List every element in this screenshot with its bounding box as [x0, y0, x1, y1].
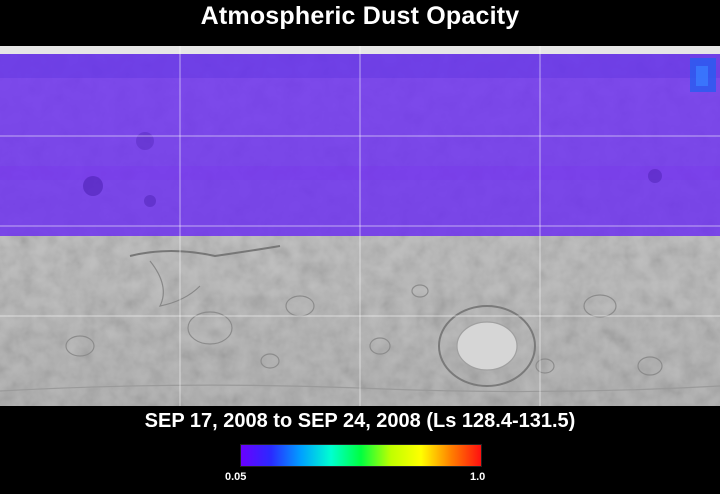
- southern-terrain-features: [0, 245, 720, 393]
- olympus-mons: [83, 176, 103, 196]
- crater-6: [65, 335, 95, 357]
- crater-8: [411, 284, 429, 298]
- colorbar-min-label: 0.05: [225, 471, 247, 483]
- crater-9: [535, 358, 555, 374]
- elysium-mons: [648, 169, 662, 183]
- overlay-high-opacity-core: [696, 66, 708, 86]
- crater-3: [369, 337, 391, 355]
- crater-4: [583, 294, 617, 318]
- crater-1: [187, 311, 233, 345]
- hellas-floor: [456, 321, 518, 371]
- colorbar-max-label: 1.0: [470, 471, 486, 483]
- crater-5: [637, 356, 663, 376]
- map-grid: [0, 46, 720, 406]
- date-range-label: SEP 17, 2008 to SEP 24, 2008 (Ls 128.4-1…: [144, 410, 576, 432]
- valles-marineris: [129, 245, 281, 258]
- hellas-basin: [438, 305, 536, 387]
- opacity-colorbar: [240, 444, 482, 467]
- argyre-rim: [149, 260, 201, 307]
- mars-map-svg: [0, 46, 720, 406]
- alba-mons: [136, 132, 154, 150]
- map-title: Atmospheric Dust Opacity: [200, 2, 520, 30]
- crater-7: [260, 353, 280, 369]
- mars-map: [0, 46, 720, 406]
- tharsis-volcano: [144, 195, 156, 207]
